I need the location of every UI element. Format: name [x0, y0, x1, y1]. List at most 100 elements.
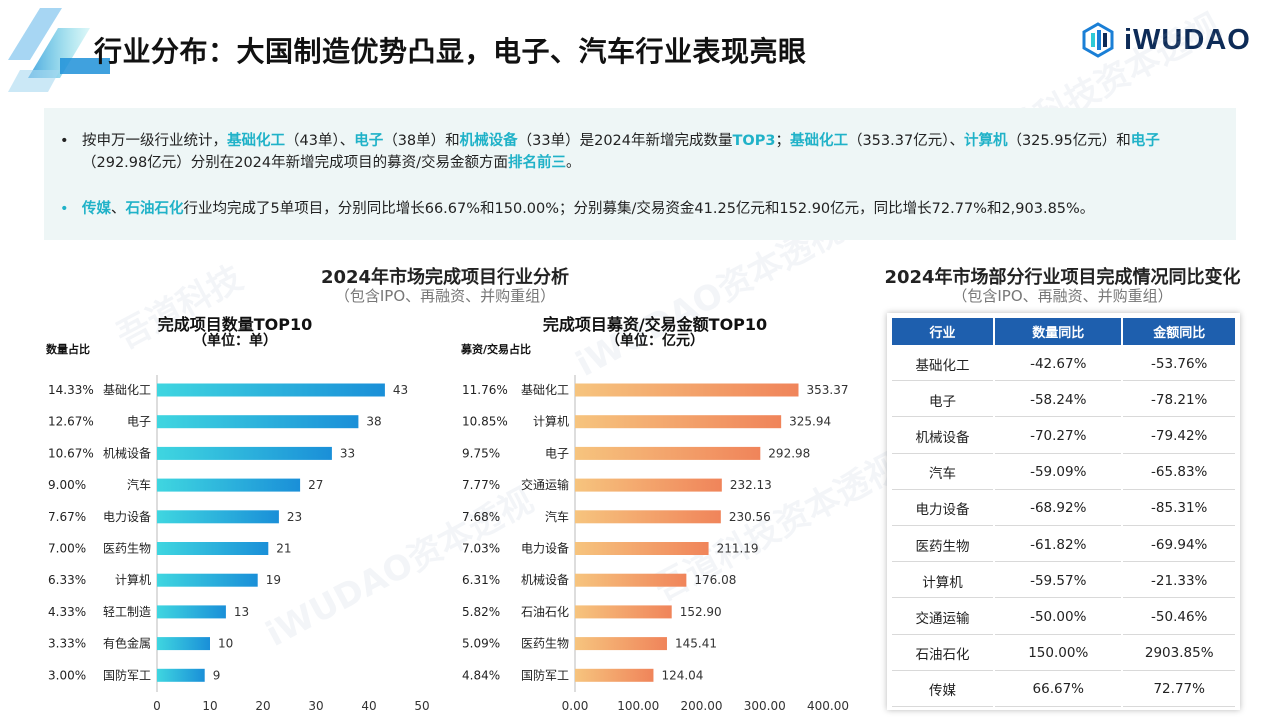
chart2-value-label: 353.37 [807, 383, 849, 397]
chart1-share-label: 9.00% [48, 478, 86, 492]
highlight-text: 电子 [354, 133, 384, 149]
chart2-x-tick-label: 0.00 [562, 699, 589, 713]
chart2-bar [575, 446, 761, 460]
yoy-table-card: 行业 数量同比 金额同比 基础化工 -42.67% -53.76% 电子 -58.24%… [887, 313, 1240, 710]
bullet-dot: • [60, 133, 69, 149]
chart1-value-label: 43 [393, 383, 408, 397]
table-cell-industry: 医药生物 [892, 528, 994, 563]
chart2-category-label: 汽车 [545, 509, 569, 524]
iwudao-logo-icon [1082, 22, 1114, 58]
chart2-share-label: 募资/交易占比 [461, 343, 532, 356]
chart2-value-label: 292.98 [768, 446, 810, 460]
table-cell-industry: 机械设备 [892, 419, 994, 454]
summary-text-2: 传媒、石油石化行业均完成了5单项目，分别同比增长66.67%和150.00%；分… [82, 201, 1094, 217]
left-section-title: 2024年市场完成项目行业分析 [320, 267, 570, 288]
chart1-share-label: 数量占比 [46, 343, 90, 356]
summary-text-segment: （292.98亿元）分别在2024年新增完成项目的募资/交易金额方面 [82, 155, 509, 171]
chart2-category-label: 电力设备 [521, 542, 569, 556]
chart2-value-label: 211.19 [717, 542, 759, 556]
chart2-category-label: 交通运输 [521, 477, 569, 492]
chart2-share-label: 7.68% [462, 510, 500, 524]
chart2-category-label: 医药生物 [521, 637, 569, 651]
chart2-category-label: 机械设备 [521, 572, 569, 587]
chart1-category-label: 有色金属 [103, 636, 151, 651]
table-row: 机械设备 -70.27% -79.42% [892, 419, 1235, 454]
chart1-value-label: 23 [287, 510, 302, 524]
chart1-x-tick-label: 20 [255, 699, 270, 713]
summary-text-segment: 、 [111, 201, 126, 217]
chart1-share-label: 6.33% [48, 573, 86, 587]
table-cell-amount-yoy: -78.21% [1123, 383, 1235, 418]
chart1-share-label: 12.67% [48, 415, 94, 429]
bullet-dot: • [60, 201, 69, 217]
table-row: 石油石化 150.00% 2903.85% [892, 637, 1235, 671]
chart2-bar [575, 383, 799, 397]
highlight-text: 基础化工 [789, 133, 848, 149]
table-cell-count-yoy: -61.82% [995, 528, 1122, 563]
chart1-title: 完成项目数量TOP10 [157, 315, 313, 334]
chart1-bar [157, 415, 359, 429]
chart2-bar [575, 605, 672, 619]
chart1-share-label: 7.67% [48, 510, 86, 524]
summary-text-segment: 按申万一级行业统计， [82, 133, 227, 149]
brand-logo: iWUDAO [1080, 22, 1251, 58]
chart1-bar [157, 542, 269, 555]
chart2-category-label: 国防军工 [521, 667, 569, 682]
summary-text-segment: （43单）、 [285, 133, 355, 149]
chart2-share-label: 6.31% [462, 573, 500, 587]
chart1-share-label: 3.33% [48, 637, 86, 651]
summary-text-segment: （325.95亿元）和 [1007, 133, 1131, 149]
chart2-bar [575, 478, 722, 492]
table-cell-count-yoy: 66.67% [995, 673, 1122, 707]
page-title: 行业分布：大国制造优势凸显，电子、汽车行业表现亮眼 [94, 35, 807, 68]
chart1-bar [157, 478, 301, 492]
chart2-share-label: 7.03% [462, 542, 500, 556]
chart1-value-label: 21 [276, 542, 291, 556]
chart2-value-label: 230.56 [729, 510, 771, 524]
chart2-unit: （单位：亿元） [606, 333, 704, 349]
highlight-text: TOP3 [732, 133, 776, 149]
table-cell-industry: 基础化工 [892, 347, 994, 382]
summary-text-segment: （353.37亿元）、 [847, 133, 964, 149]
right-section-title: 2024年市场部分行业项目完成情况同比变化 [884, 267, 1241, 288]
chart2-bar [575, 415, 782, 429]
chart1-category-label: 轻工制造 [103, 605, 151, 619]
table-cell-amount-yoy: 2903.85% [1123, 637, 1235, 671]
chart1-share-label: 4.33% [48, 605, 86, 619]
chart2-category-label: 计算机 [533, 414, 569, 429]
table-cell-industry: 交通运输 [892, 600, 994, 635]
table-row: 电子 -58.24% -78.21% [892, 383, 1235, 418]
table-row: 传媒 66.67% 72.77% [892, 673, 1235, 707]
chart1-value-label: 27 [308, 478, 323, 492]
chart1-bar [157, 446, 332, 460]
chart2-value-label: 176.08 [694, 573, 736, 587]
chart2-x-tick-label: 200.00 [681, 699, 723, 713]
chart2-value-label: 325.94 [789, 415, 831, 429]
summary-text-segment: 行业均完成了5单项目，分别同比增长66.67%和150.00%；分别募集/交易资… [183, 201, 1095, 217]
table-cell-amount-yoy: -69.94% [1123, 528, 1235, 563]
chart2-value-label: 152.90 [680, 605, 722, 619]
chart2-value-label: 124.04 [661, 668, 703, 682]
table-cell-count-yoy: -68.92% [995, 492, 1122, 526]
table-cell-amount-yoy: -79.42% [1123, 419, 1235, 454]
logo-text: iWUDAO [1124, 23, 1251, 56]
header-decoration [8, 8, 110, 92]
chart2-share-label: 4.84% [462, 668, 500, 682]
table-cell-amount-yoy: -21.33% [1123, 564, 1235, 599]
chart1-bar [157, 668, 205, 682]
table-cell-industry: 计算机 [892, 564, 994, 599]
chart1-value-label: 13 [234, 605, 249, 619]
summary-bullet-2: • 传媒、石油石化行业均完成了5单项目，分别同比增长66.67%和150.00%… [60, 198, 1194, 220]
table-row: 电力设备 -68.92% -85.31% [892, 492, 1235, 526]
chart1-x-tick-label: 30 [308, 699, 323, 713]
table-row: 计算机 -59.57% -21.33% [892, 564, 1235, 599]
table-cell-industry: 电力设备 [892, 492, 994, 526]
chart1-share-label: 7.00% [48, 542, 86, 556]
table-cell-count-yoy: -58.24% [995, 383, 1122, 418]
table-cell-count-yoy: -42.67% [995, 347, 1122, 382]
chart1-x-tick-label: 50 [414, 699, 429, 713]
table-row: 汽车 -59.09% -65.83% [892, 456, 1235, 490]
chart1-x-tick-label: 40 [361, 699, 376, 713]
chart2-bar [575, 510, 721, 524]
table-header-row: 行业 数量同比 金额同比 [892, 318, 1235, 345]
